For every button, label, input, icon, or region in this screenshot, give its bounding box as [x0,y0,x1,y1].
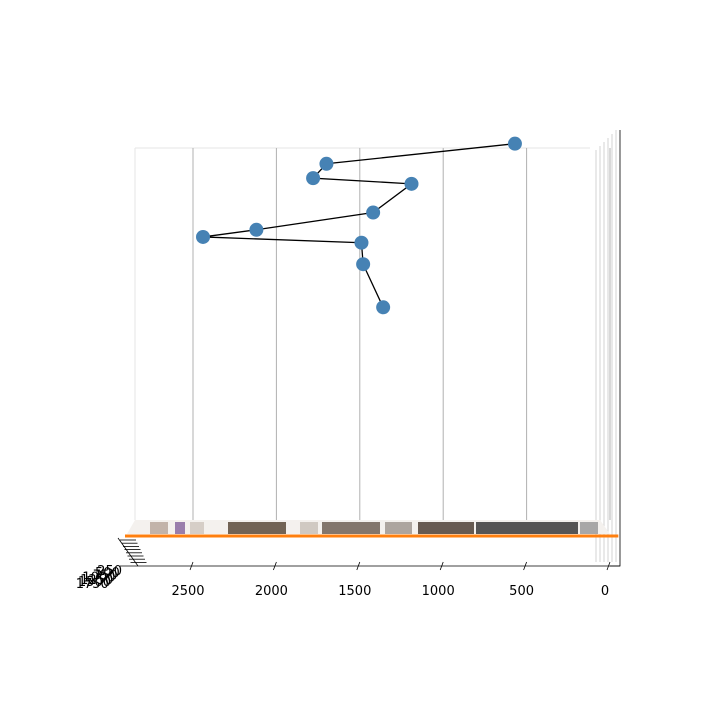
floor-image [228,522,286,534]
x-axis: 2500 2000 1500 1000 500 0 [120,561,620,599]
x-tick [523,561,527,571]
data-point [356,257,371,272]
data-point [196,229,211,244]
image-floor [125,520,619,538]
grid-lines [192,148,611,520]
x-tick [606,561,611,571]
floor-image [385,522,412,534]
connecting-line [202,143,515,308]
x-tick [273,561,277,571]
x-tick-label: 0 [601,584,609,599]
y-tick-label: 500 [95,566,120,581]
data-point [507,136,522,151]
floor-image [300,522,318,534]
series-line [202,143,515,308]
right-pane-edge [610,130,621,567]
data-point [319,156,334,171]
data-point [306,171,321,186]
depth-pane-lines [595,130,617,562]
back-pane [134,147,590,520]
x-tick-label: 2000 [255,584,288,599]
floor-image [476,522,578,534]
floor-image [175,522,185,534]
series-points [196,136,522,315]
x-tick-label: 1000 [422,584,455,599]
y-tick-label: 1000 [82,571,115,586]
x-tick-label: 500 [509,584,534,599]
data-point [354,235,369,250]
axes-panes [134,130,621,567]
x-tick-label: 2500 [171,584,204,599]
x-tick [189,561,194,571]
floor-image [418,522,474,534]
y-tick-label: 1500 [78,575,111,590]
y-tick-label: 750 [93,568,118,583]
y-tick-label: 250 [97,564,122,579]
x-tick [439,561,444,571]
x-tick-label: 1500 [338,584,371,599]
floor-image [322,522,380,534]
data-point [404,176,419,191]
y-axis-line [117,537,139,567]
data-point [249,222,264,237]
floor-image [580,522,598,534]
floor-image [150,522,168,534]
floor-image [190,522,204,534]
y-tick-label: 1250 [80,573,113,588]
data-point [376,300,391,315]
x-tick [356,561,361,571]
data-point [366,205,381,220]
y-tick-label: 1750 [76,577,109,592]
